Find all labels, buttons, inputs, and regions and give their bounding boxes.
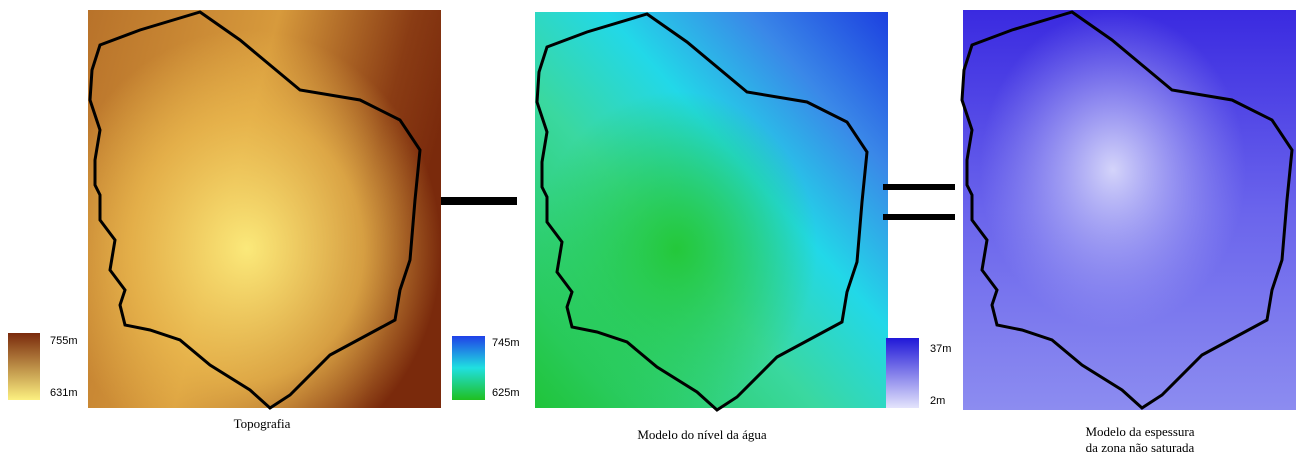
panel-unsaturated-zone: 37m 2m Modelo da espessura da zona não s… — [886, 10, 1296, 455]
legend-min: 625m — [492, 387, 520, 399]
minus-sign — [441, 197, 517, 205]
legend-min: 631m — [50, 387, 78, 399]
legend-max: 745m — [492, 337, 520, 349]
legend-ramp — [8, 333, 40, 400]
panel-water-level: 745m 625m Modelo do nível da água — [452, 12, 888, 442]
caption: Modelo da espessura — [1085, 424, 1194, 439]
map-shading — [963, 10, 1296, 410]
map-shading — [88, 10, 441, 408]
map-shading — [535, 12, 888, 408]
equals-sign-top — [883, 184, 955, 190]
legend-max: 37m — [930, 343, 951, 355]
caption: da zona não saturada — [1086, 440, 1195, 455]
legend-ramp — [452, 336, 485, 400]
equals-sign-bottom — [883, 214, 955, 220]
figure: 755m 631m Topografia 745m 625m Modelo do… — [0, 0, 1296, 457]
panel-topography: 755m 631m Topografia — [8, 10, 441, 431]
legend-ramp — [886, 338, 919, 408]
caption: Modelo do nível da água — [637, 427, 766, 442]
legend-min: 2m — [930, 395, 945, 407]
page: {"panels": [ {"caption": ["Topografia"],… — [0, 0, 1296, 457]
caption: Topografia — [234, 416, 291, 431]
legend-max: 755m — [50, 335, 78, 347]
